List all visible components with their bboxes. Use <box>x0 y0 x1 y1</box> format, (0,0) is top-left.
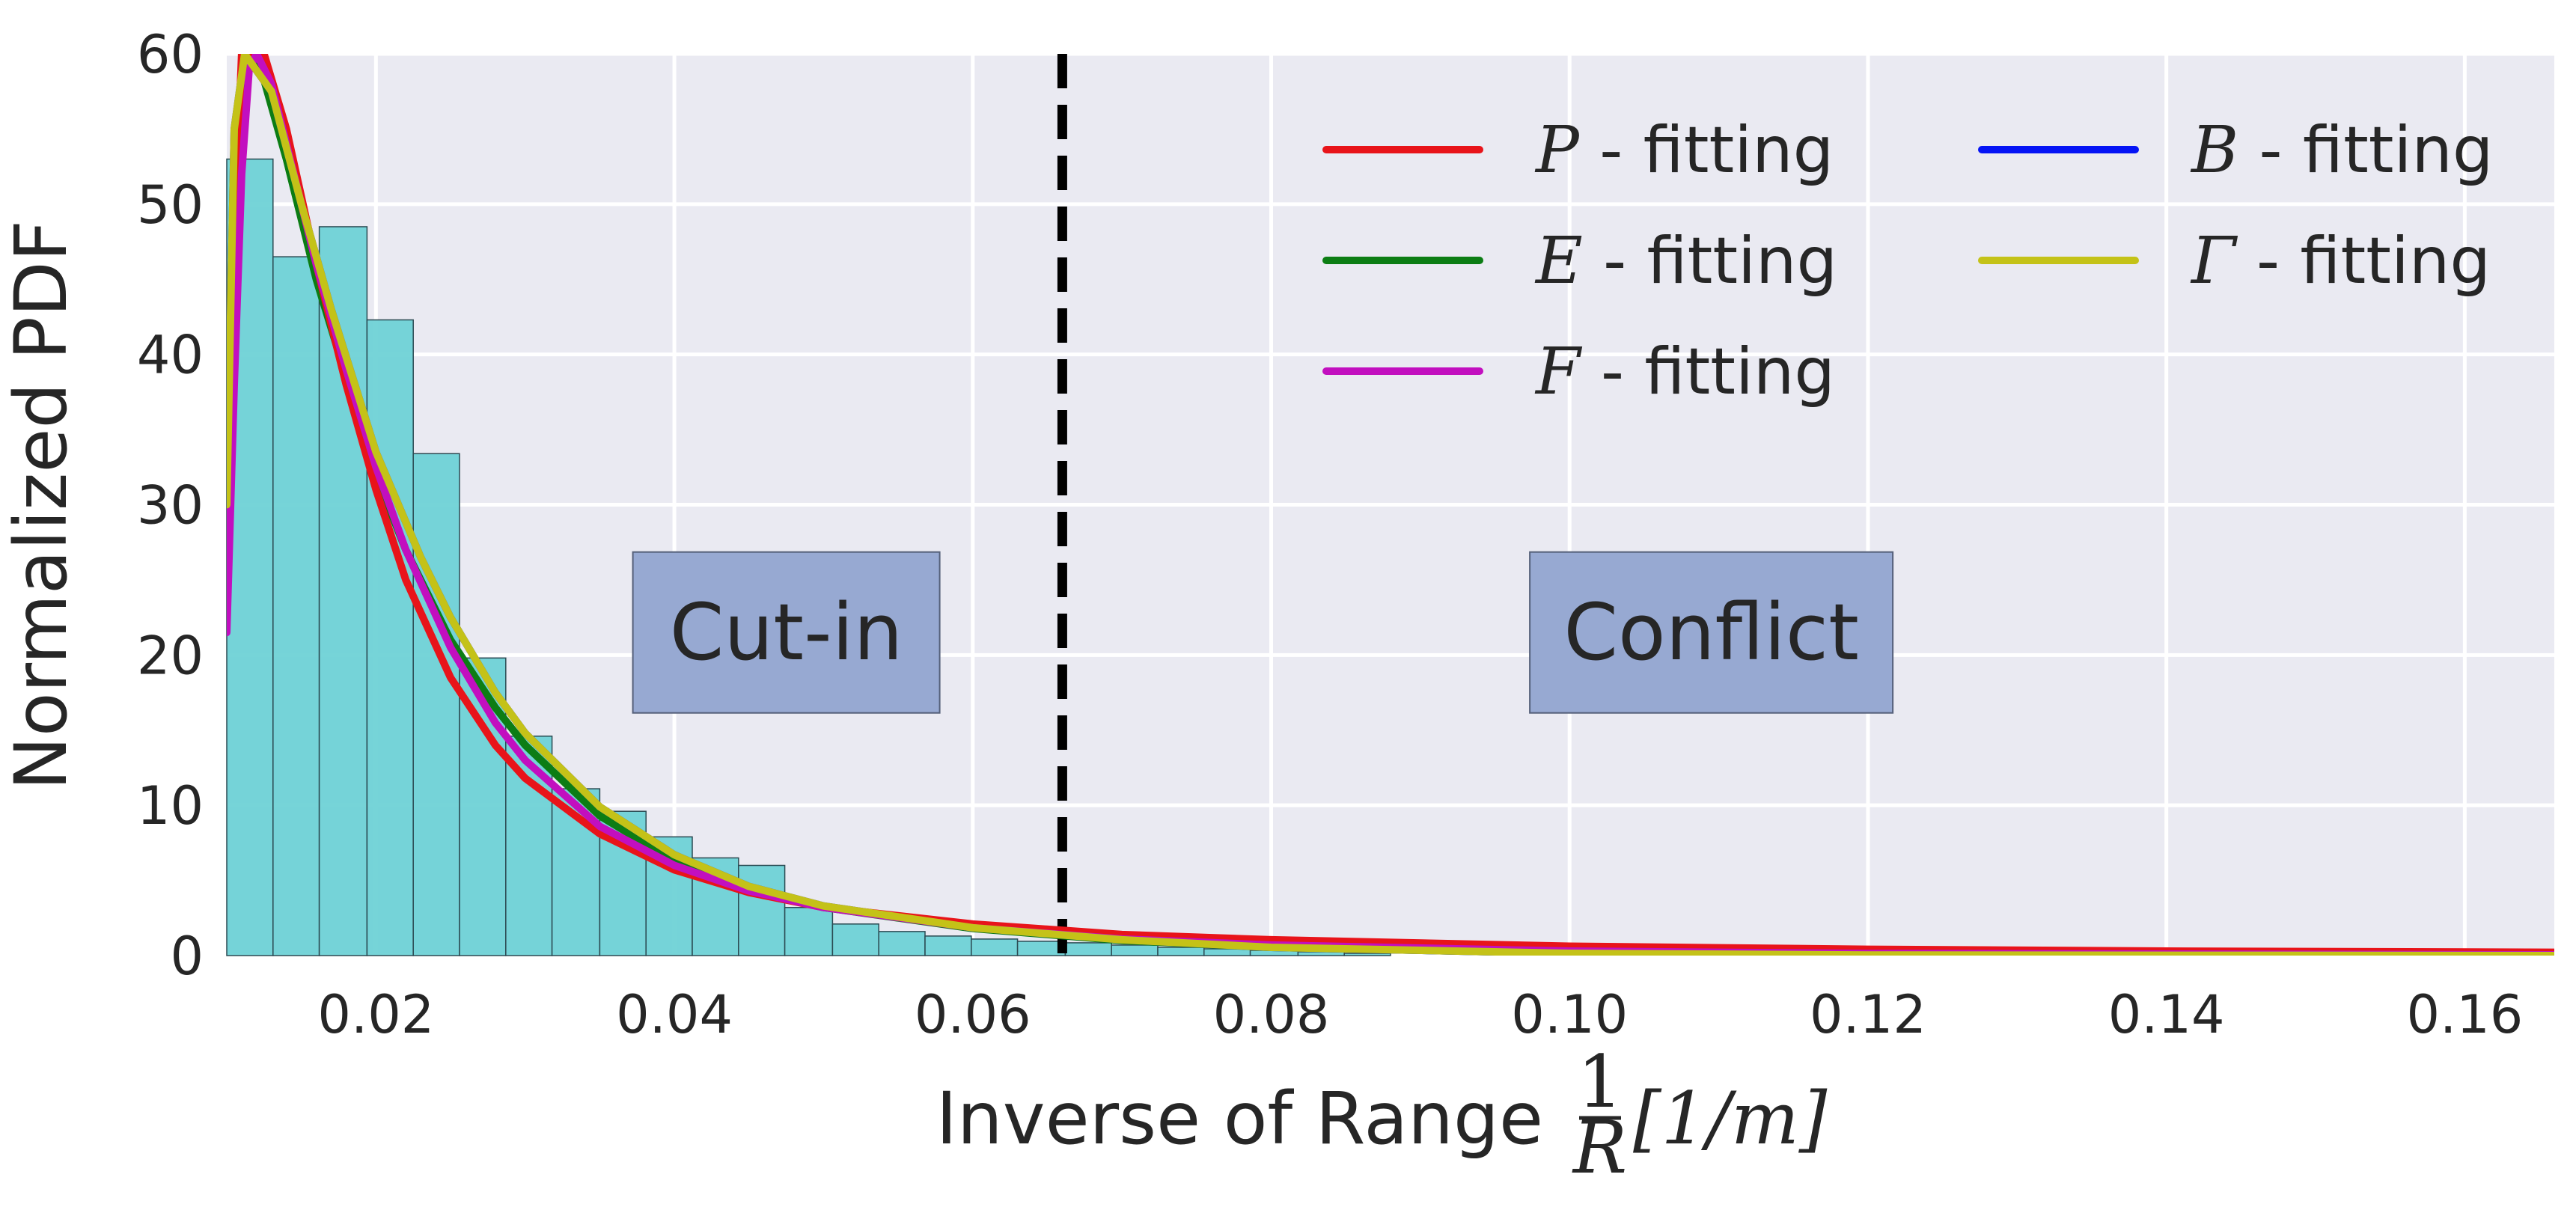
y-tick-label: 50 <box>137 174 204 236</box>
legend-symbol: Γ <box>2190 224 2238 299</box>
x-tick-label: 0.04 <box>616 984 733 1045</box>
y-tick-labels: 0 10 20 30 40 50 60 <box>137 24 204 987</box>
histogram-bar <box>1111 944 1159 956</box>
x-tick-label: 0.08 <box>1213 984 1330 1045</box>
x-axis-title: Inverse of Range 1 R [1/m] <box>936 1040 1828 1190</box>
y-tick-label: 40 <box>137 325 204 386</box>
y-axis-title: Normalized PDF <box>0 220 83 790</box>
x-tick-label: 0.06 <box>915 984 1031 1045</box>
legend-symbol: P <box>1534 113 1581 188</box>
histogram-bar <box>1343 953 1391 956</box>
legend-item-P: P - fitting <box>1322 113 1834 188</box>
histogram-bar <box>971 938 1019 956</box>
annotation-box <box>632 551 941 714</box>
legend-symbol: B <box>2190 113 2238 188</box>
legend-label: F - fitting <box>1534 334 1835 409</box>
y-tick-label: 30 <box>137 475 204 537</box>
y-tick-label: 0 <box>170 926 204 987</box>
x-axis-frac-denominator: R <box>1572 1106 1627 1190</box>
x-tick-label: 0.10 <box>1511 984 1628 1045</box>
legend-item-F: F - fitting <box>1322 334 1835 409</box>
y-tick-label: 10 <box>137 775 204 837</box>
fit-curve-Γ <box>227 54 2554 956</box>
histogram-bar <box>1064 942 1112 956</box>
histogram-bar <box>272 256 320 956</box>
x-axis-title-text: Inverse of Range <box>936 1077 1543 1161</box>
histogram-bar <box>366 319 414 956</box>
x-axis-frac-numerator: 1 <box>1577 1040 1623 1124</box>
y-tick-label: 20 <box>137 625 204 686</box>
legend-text: - fitting <box>2238 113 2493 188</box>
x-tick-labels: 0.02 0.04 0.06 0.08 0.10 0.12 0.14 0.16 <box>317 984 2523 1045</box>
histogram-bar <box>318 226 368 956</box>
x-axis-unit: [1/m] <box>1633 1077 1828 1161</box>
legend-item-Γ: Γ - fitting <box>1978 224 2491 299</box>
legend-label: E - fitting <box>1534 224 1837 299</box>
legend-item-E: E - fitting <box>1322 224 1837 299</box>
legend-item-B: B - fitting <box>1978 113 2494 188</box>
x-tick-label: 0.16 <box>2406 984 2523 1045</box>
legend-text: - fitting <box>1579 113 1834 188</box>
legend-symbol: F <box>1534 334 1583 409</box>
histogram-bar <box>412 453 460 956</box>
histogram-bar <box>924 935 972 956</box>
legend-text: - fitting <box>1583 224 1837 299</box>
legend-text: - fitting <box>2236 224 2491 299</box>
histogram-bar <box>1157 947 1205 956</box>
histogram-bar <box>831 923 879 956</box>
legend-text: - fitting <box>1581 334 1835 409</box>
legend-label: P - fitting <box>1534 113 1834 188</box>
x-tick-label: 0.02 <box>317 984 434 1045</box>
histogram-bar <box>1203 948 1251 956</box>
histogram-bar <box>784 906 834 956</box>
fit-curves <box>227 54 2554 956</box>
x-tick-label: 0.14 <box>2108 984 2225 1045</box>
histogram-bar <box>738 864 786 956</box>
legend-label: B - fitting <box>2190 113 2494 188</box>
annotation-label: Cut-in <box>670 587 903 678</box>
annotation-label: Conflict <box>1563 587 1859 678</box>
y-tick-label: 60 <box>137 24 204 85</box>
x-tick-label: 0.12 <box>1810 984 1926 1045</box>
legend-label: Γ - fitting <box>2190 224 2491 299</box>
legend-symbol: E <box>1534 224 1583 299</box>
histogram-bar <box>878 931 926 956</box>
annotations: Cut-in Conflict <box>632 551 1894 714</box>
annotation-box <box>1529 551 1894 714</box>
